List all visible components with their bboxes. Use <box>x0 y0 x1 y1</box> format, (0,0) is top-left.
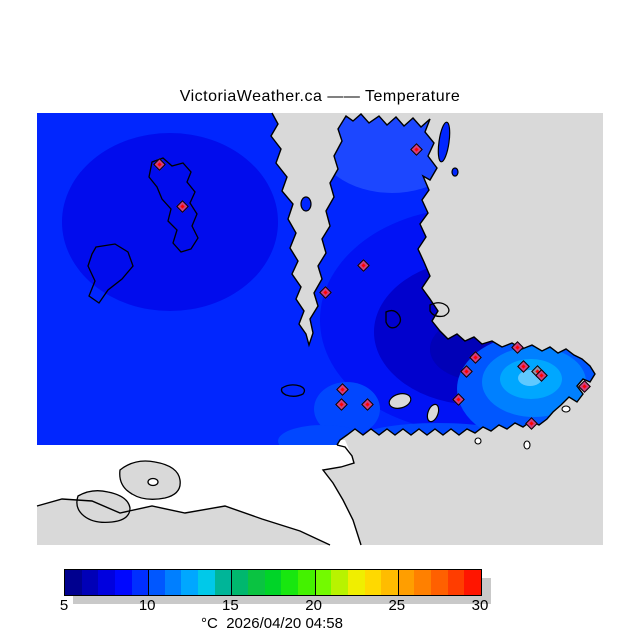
colorbar-timestamp: 2026/04/20 04:58 <box>226 615 343 632</box>
colorbar <box>64 569 482 596</box>
colorbar-segment <box>81 570 99 595</box>
colorbar-unit: °C <box>201 615 218 632</box>
colorbar-segment <box>464 570 482 595</box>
colorbar-tick-label: 20 <box>305 597 322 614</box>
colorbar-tick-label: 30 <box>471 597 489 614</box>
colorbar-segment <box>314 570 332 595</box>
colorbar-segment <box>331 570 348 595</box>
colorbar-tick-label: 25 <box>388 597 406 614</box>
colorbar-segment <box>131 570 149 595</box>
colorbar-segment <box>248 570 265 595</box>
colorbar-segment <box>447 570 465 595</box>
south-coastlines <box>36 444 362 546</box>
colorbar-segment <box>181 570 199 595</box>
colorbar-tick <box>314 570 316 595</box>
harbour-inlets <box>388 393 440 423</box>
white-islets <box>474 405 571 450</box>
colorbar-segment <box>281 570 298 595</box>
colorbar-tick <box>397 570 399 595</box>
colorbar-segment <box>414 570 432 595</box>
colorbar-segment <box>364 570 382 595</box>
colorbar-segment <box>431 570 448 595</box>
colorbar-segment <box>231 570 249 595</box>
colorbar-segment <box>164 570 182 595</box>
offshore-islands <box>300 121 459 212</box>
colorbar-tick-label: 10 <box>138 597 156 614</box>
page-title: VictoriaWeather.ca —— Temperature <box>179 88 461 105</box>
field-coastline <box>270 112 596 446</box>
colorbar-segment <box>214 570 232 595</box>
colorbar-segment <box>114 570 132 595</box>
colorbar-tick-label: 15 <box>222 597 239 614</box>
colorbar-segment <box>65 570 82 595</box>
colorbar-segment <box>198 570 215 595</box>
colorbar-tick <box>148 570 150 595</box>
colorbar-segment <box>148 570 165 595</box>
colorbar-caption: °C 2026/04/20 04:58 <box>92 615 452 632</box>
colorbar-segment <box>381 570 398 595</box>
island-lake-outlines <box>87 157 450 397</box>
colorbar-segment <box>98 570 115 595</box>
colorbar-segment <box>264 570 282 595</box>
colorbar-segment <box>397 570 415 595</box>
colorbar-segment <box>347 570 365 595</box>
colorbar-tick <box>231 570 233 595</box>
colorbar-segment <box>297 570 315 595</box>
colorbar-tick-label: 5 <box>59 597 69 614</box>
land-area <box>37 440 361 545</box>
